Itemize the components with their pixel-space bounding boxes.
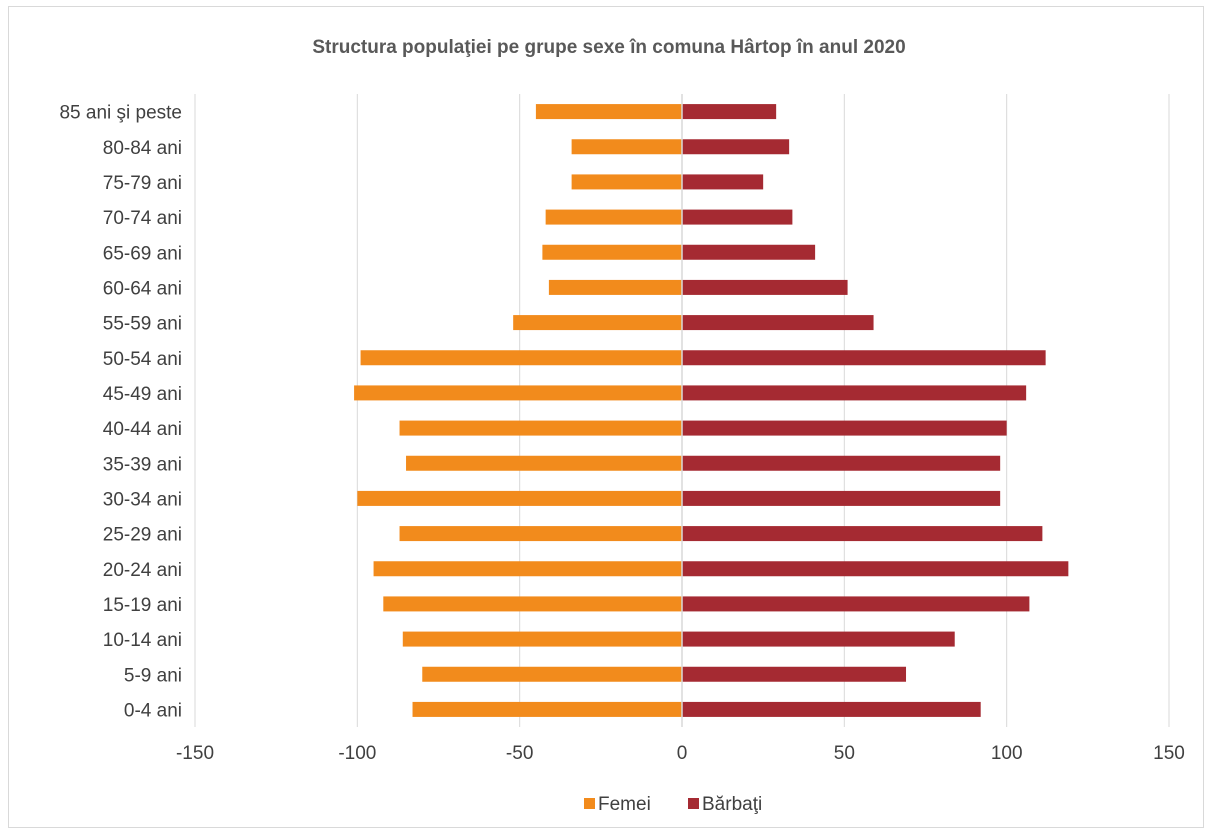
- x-tick-label: -50: [506, 743, 533, 764]
- x-tick-label: 50: [834, 743, 855, 764]
- category-labels: 85 ani şi peste 80-84 ani 75-79 ani 70-74 a…: [59, 103, 182, 722]
- category-label: 10-14 ani: [103, 630, 182, 651]
- bar-femei: [412, 701, 682, 717]
- bar-femei: [399, 526, 682, 542]
- bar-femei: [360, 350, 682, 366]
- bar-femei: [373, 561, 682, 577]
- bar-femei: [571, 139, 682, 155]
- bar-barbati: [682, 631, 955, 647]
- chart-frame: Structura populaţiei pe grupe sexe în co…: [8, 6, 1204, 828]
- bar-barbati: [682, 279, 848, 295]
- category-label: 40-44 ani: [103, 419, 182, 440]
- legend: Femei Bărbaţi: [584, 794, 762, 815]
- x-tick-label: 150: [1153, 743, 1185, 764]
- bar-femei: [513, 315, 682, 331]
- category-label: 25-29 ani: [103, 525, 182, 546]
- category-label: 55-59 ani: [103, 314, 182, 335]
- bar-barbati: [682, 455, 1001, 471]
- bars: [354, 104, 1069, 717]
- category-label: 85 ani şi peste: [59, 103, 182, 124]
- bar-femei: [548, 279, 682, 295]
- bar-femei: [422, 666, 682, 682]
- bar-femei: [542, 244, 682, 260]
- category-label: 65-69 ani: [103, 243, 182, 264]
- legend-label-femei: Femei: [598, 794, 651, 815]
- chart-title: Structura populaţiei pe grupe sexe în co…: [312, 37, 905, 58]
- bar-femei: [406, 455, 682, 471]
- bar-barbati: [682, 561, 1069, 577]
- bar-barbati: [682, 490, 1001, 506]
- bar-femei: [535, 104, 682, 120]
- category-label: 50-54 ani: [103, 349, 182, 370]
- bar-barbati: [682, 139, 790, 155]
- bar-femei: [357, 490, 682, 506]
- legend-label-barbati: Bărbaţi: [702, 794, 762, 815]
- bar-barbati: [682, 526, 1043, 542]
- bar-barbati: [682, 385, 1027, 401]
- bar-barbati: [682, 244, 816, 260]
- x-tick-label: 100: [991, 743, 1023, 764]
- category-label: 75-79 ani: [103, 173, 182, 194]
- legend-swatch-barbati: [688, 798, 699, 809]
- category-label: 60-64 ani: [103, 278, 182, 299]
- gridlines: [194, 94, 1170, 727]
- bar-barbati: [682, 666, 907, 682]
- category-label: 5-9 ani: [124, 665, 182, 686]
- category-label: 30-34 ani: [103, 489, 182, 510]
- category-label: 35-39 ani: [103, 454, 182, 475]
- legend-swatch-femei: [584, 798, 595, 809]
- x-tick-label: -150: [176, 743, 214, 764]
- bar-barbati: [682, 315, 874, 331]
- category-label: 70-74 ani: [103, 208, 182, 229]
- bar-femei: [399, 420, 682, 436]
- bar-femei: [354, 385, 682, 401]
- bar-barbati: [682, 420, 1007, 436]
- population-pyramid-chart: Structura populaţiei pe grupe sexe în co…: [59, 37, 1185, 815]
- bar-barbati: [682, 209, 793, 225]
- bar-barbati: [682, 104, 777, 120]
- bar-femei: [545, 209, 682, 225]
- bar-barbati: [682, 701, 981, 717]
- bar-barbati: [682, 596, 1030, 612]
- category-label: 15-19 ani: [103, 595, 182, 616]
- bar-femei: [571, 174, 682, 190]
- x-axis-tick-labels: -150 -100 -50 0 50 100 150: [176, 743, 1185, 764]
- category-label: 45-49 ani: [103, 384, 182, 405]
- category-label: 0-4 ani: [124, 700, 182, 721]
- bar-barbati: [682, 174, 764, 190]
- x-tick-label: -100: [338, 743, 376, 764]
- x-tick-label: 0: [677, 743, 688, 764]
- category-label: 20-24 ani: [103, 560, 182, 581]
- category-label: 80-84 ani: [103, 138, 182, 159]
- bar-femei: [402, 631, 682, 647]
- bar-barbati: [682, 350, 1046, 366]
- bar-femei: [383, 596, 682, 612]
